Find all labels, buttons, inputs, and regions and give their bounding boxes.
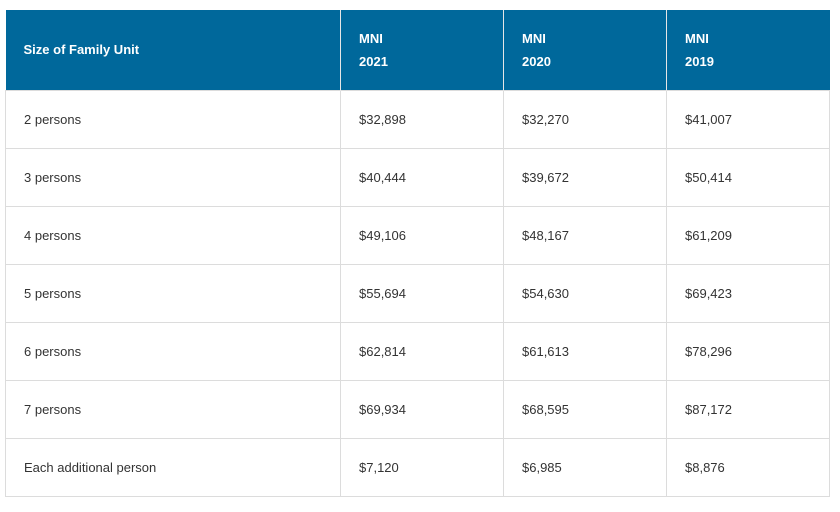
table-cell: $50,414 (666, 147, 830, 207)
header-line: 2021 (359, 53, 388, 69)
table-cell: $55,694 (340, 263, 504, 323)
header-cell: MNI 2019 (666, 10, 830, 90)
table-row: 2 persons $32,898 $32,270 $41,007 (5, 89, 830, 149)
table-cell: $78,296 (666, 321, 830, 381)
table-cell: $48,167 (503, 205, 667, 265)
table-cell: $6,985 (503, 437, 667, 497)
table-cell: 2 persons (5, 89, 341, 149)
table-cell: 6 persons (5, 321, 341, 381)
table-cell: $39,672 (503, 147, 667, 207)
table-row: 5 persons $55,694 $54,630 $69,423 (5, 263, 830, 323)
table-cell: $68,595 (503, 379, 667, 439)
table-container: Size of Family Unit MNI 2021 MNI 2020 MNI 2019… (5, 10, 830, 497)
table-cell: $40,444 (340, 147, 504, 207)
table-cell: $69,934 (340, 379, 504, 439)
table-cell: 7 persons (5, 379, 341, 439)
header-cell: Size of Family Unit (5, 10, 341, 90)
table-cell: $69,423 (666, 263, 830, 323)
table-cell: $32,898 (340, 89, 504, 149)
header-row: Size of Family Unit MNI 2021 MNI 2020 MNI 2019 (5, 10, 830, 90)
table-cell: $87,172 (666, 379, 830, 439)
table-cell: $8,876 (666, 437, 830, 497)
header-cell: MNI 2020 (503, 10, 667, 90)
header-line: MNI (522, 30, 546, 46)
table-cell: $41,007 (666, 89, 830, 149)
table-cell: 4 persons (5, 205, 341, 265)
table-cell: $62,814 (340, 321, 504, 381)
header-line: MNI (685, 30, 709, 46)
table-row: 7 persons $69,934 $68,595 $87,172 (5, 379, 830, 439)
header-cell: MNI 2021 (340, 10, 504, 90)
table-cell: $49,106 (340, 205, 504, 265)
table-cell: $61,613 (503, 321, 667, 381)
table-row: Each additional person $7,120 $6,985 $8,876 (5, 437, 830, 497)
table-cell: Each additional person (5, 437, 341, 497)
table-cell: 3 persons (5, 147, 341, 207)
table-cell: $54,630 (503, 263, 667, 323)
table-cell: $7,120 (340, 437, 504, 497)
header-line: 2020 (522, 53, 551, 69)
table-body: 2 persons $32,898 $32,270 $41,007 3 persons $… (5, 89, 830, 497)
table-row: 4 persons $49,106 $48,167 $61,209 (5, 205, 830, 265)
header-line: 2019 (685, 53, 714, 69)
income-table: Size of Family Unit MNI 2021 MNI 2020 MNI 2019… (5, 10, 830, 497)
table-row: 3 persons $40,444 $39,672 $50,414 (5, 147, 830, 207)
table-head: Size of Family Unit MNI 2021 MNI 2020 MNI 2019 (5, 10, 830, 90)
table-row: 6 persons $62,814 $61,613 $78,296 (5, 321, 830, 381)
table-cell: $32,270 (503, 89, 667, 149)
table-cell: $61,209 (666, 205, 830, 265)
table-cell: 5 persons (5, 263, 341, 323)
header-line: MNI (359, 30, 383, 46)
